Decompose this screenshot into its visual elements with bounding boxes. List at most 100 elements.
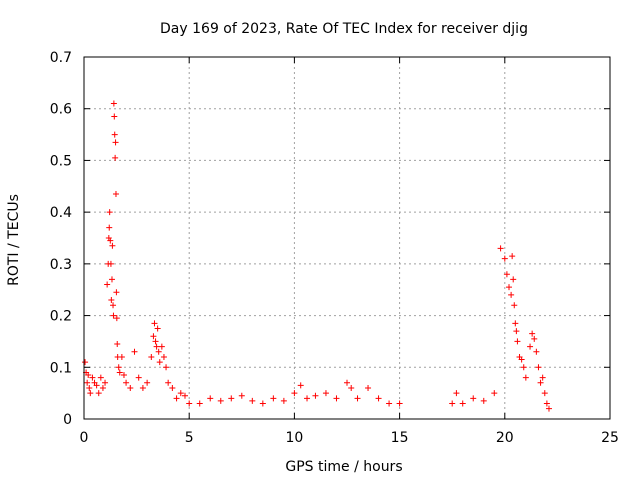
data-point — [118, 353, 125, 360]
data-point — [259, 400, 266, 407]
data-point — [470, 395, 477, 402]
data-point — [508, 291, 515, 298]
data-point — [280, 397, 287, 404]
data-point — [109, 242, 116, 249]
data-point — [110, 302, 117, 309]
data-point — [375, 395, 382, 402]
data-point — [113, 289, 120, 296]
data-point — [169, 384, 176, 391]
data-point — [520, 364, 527, 371]
data-point — [513, 328, 520, 335]
data-point — [131, 348, 138, 355]
data-point — [312, 392, 319, 399]
y-tick-label: 0.4 — [50, 205, 72, 221]
data-point — [112, 139, 119, 146]
data-point — [105, 235, 112, 241]
data-point — [135, 374, 142, 381]
data-point — [249, 397, 256, 404]
y-tick-label: 0.5 — [50, 153, 72, 169]
x-axis-label: GPS time / hours — [285, 459, 402, 475]
data-point — [354, 395, 361, 402]
y-tick-label: 0.3 — [50, 257, 72, 273]
y-tick-label: 0.2 — [50, 309, 72, 325]
data-point — [95, 390, 102, 397]
data-point — [107, 260, 114, 267]
axis-ticks: 0 5 10 15 20 25 0 0.1 0.2 0.3 0.4 0.5 0.6 0.7 — [50, 50, 619, 446]
data-point — [115, 364, 122, 371]
plot-frame — [83, 56, 611, 420]
x-tick-label: 20 — [496, 430, 514, 446]
x-tick-label: 0 — [80, 430, 89, 446]
data-point — [86, 384, 93, 391]
data-point — [459, 400, 466, 407]
data-point — [228, 395, 235, 402]
data-point — [150, 333, 157, 340]
data-point — [120, 372, 127, 379]
data-point — [270, 395, 277, 402]
data-point — [543, 400, 550, 407]
data-point — [497, 245, 504, 252]
data-point — [108, 297, 115, 304]
data-point — [453, 390, 460, 397]
data-point — [503, 271, 510, 278]
data-point — [89, 374, 96, 381]
x-tick-label: 25 — [601, 430, 619, 446]
data-point — [163, 364, 170, 371]
data-point — [449, 400, 456, 407]
data-point — [196, 400, 203, 407]
data-point — [501, 255, 508, 262]
y-tick-label: 0.6 — [50, 102, 72, 118]
data-point — [154, 325, 161, 332]
data-point — [545, 405, 552, 412]
data-point — [386, 400, 393, 407]
data-point — [152, 338, 159, 345]
data-point — [297, 382, 304, 389]
data-point — [539, 374, 546, 381]
x-tick-label: 15 — [391, 430, 409, 446]
data-point — [148, 353, 155, 360]
data-point — [506, 284, 513, 291]
data-point — [110, 312, 117, 319]
data-point — [177, 390, 184, 397]
y-axis-label: ROTI / TECUs — [6, 194, 22, 286]
x-tick-label: 10 — [285, 430, 303, 446]
data-point — [111, 113, 118, 120]
data-point — [348, 384, 355, 391]
data-point — [113, 315, 120, 322]
data-point — [396, 400, 403, 407]
data-point — [535, 364, 542, 371]
data-point — [106, 209, 113, 216]
data-point — [173, 395, 180, 402]
data-point — [537, 379, 544, 386]
data-point — [511, 302, 518, 309]
data-point — [514, 338, 521, 345]
data-point — [127, 384, 134, 391]
grid — [84, 57, 610, 419]
data-point — [144, 379, 151, 386]
data-point — [181, 392, 188, 399]
data-point — [304, 395, 311, 402]
y-tick-label: 0.7 — [50, 50, 72, 66]
data-point — [112, 191, 119, 198]
data-point — [160, 353, 167, 360]
data-point — [112, 154, 119, 161]
data-point — [522, 374, 529, 381]
chart-title: Day 169 of 2023, Rate Of TEC Index for r… — [160, 21, 528, 37]
data-point — [104, 281, 111, 288]
data-point — [480, 397, 487, 404]
data-point — [527, 343, 534, 350]
data-point — [108, 276, 115, 283]
data-point — [333, 395, 340, 402]
data-point — [509, 253, 516, 260]
data-point — [123, 379, 130, 386]
data-point — [156, 359, 163, 366]
data-point — [186, 400, 193, 407]
data-point — [344, 379, 350, 386]
data-point — [541, 390, 548, 397]
data-point — [153, 343, 160, 350]
data-point — [151, 320, 158, 327]
data-point — [238, 392, 245, 399]
data-point — [102, 379, 109, 386]
